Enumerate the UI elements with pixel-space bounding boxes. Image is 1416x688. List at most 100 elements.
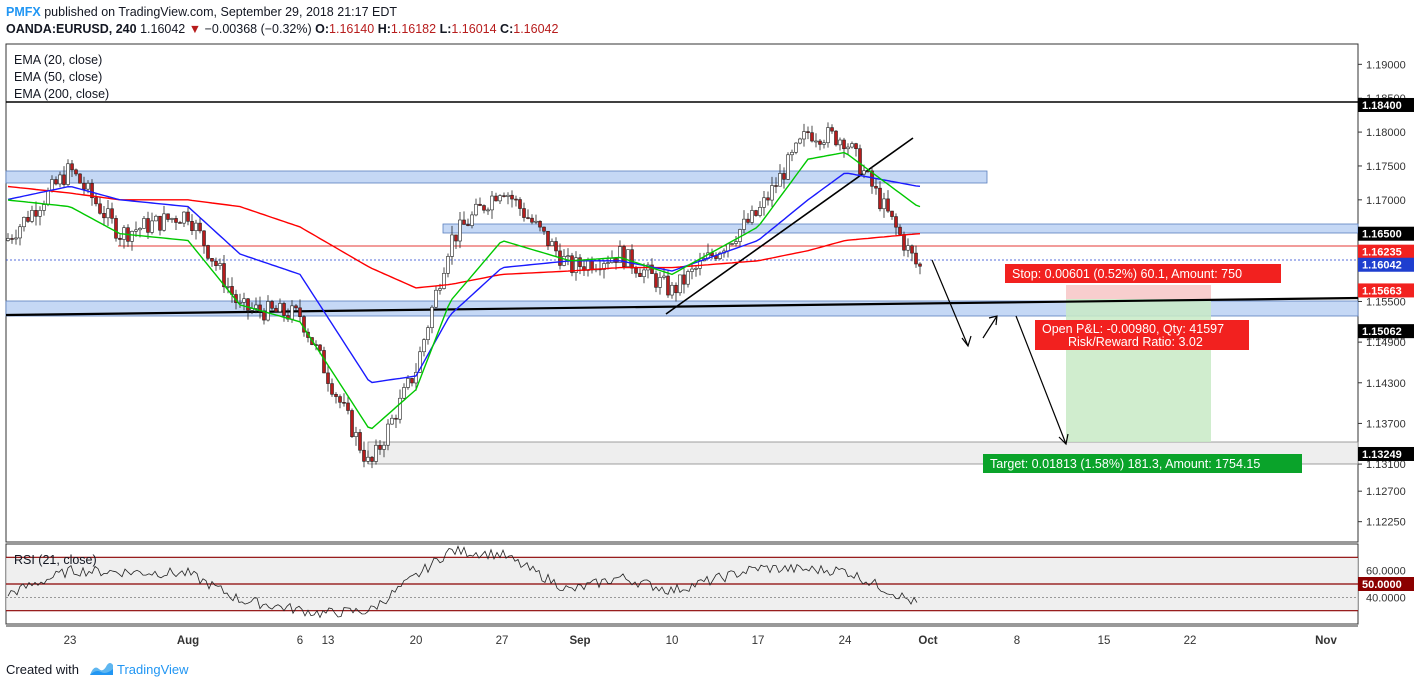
price-badge[interactable] <box>1358 324 1414 339</box>
candle-body <box>118 237 122 240</box>
ema-50-line[interactable] <box>7 172 921 384</box>
candle-body <box>910 245 914 254</box>
candle-body <box>590 260 594 271</box>
candle-body <box>362 449 366 462</box>
candle-body <box>574 257 578 273</box>
legend-ema50[interactable]: EMA (50, close) <box>14 70 102 84</box>
symbol-name[interactable]: OANDA:EURUSD, 240 <box>6 22 137 36</box>
candle-body <box>62 174 66 185</box>
created-with-text: Created with <box>6 662 79 677</box>
rr-label-text: Risk/Reward Ratio: 3.02 <box>1068 335 1203 349</box>
candle-body <box>778 173 782 187</box>
candle-body <box>198 222 202 232</box>
candle-body <box>134 229 138 232</box>
resistance-zone-upper[interactable] <box>5 170 988 184</box>
low-label: L: <box>439 22 452 36</box>
candle-body <box>430 306 434 328</box>
candle-body <box>862 170 866 175</box>
price-badge[interactable] <box>1358 244 1414 259</box>
candle-body <box>758 207 762 216</box>
time-tick-label: Sep <box>569 635 590 647</box>
pnl-label[interactable]: Open P&L: -0.00980, Qty: 41597 Risk/Rewa… <box>1035 320 1249 350</box>
candle-body <box>438 288 442 291</box>
candle-body <box>798 138 802 144</box>
candle-body <box>814 140 818 143</box>
price-chart[interactable]: 1.190001.185001.180001.175001.170001.165… <box>0 40 1416 652</box>
candle-body <box>138 228 142 231</box>
price-axis[interactable]: 1.190001.185001.180001.175001.170001.165… <box>1358 59 1414 529</box>
price-badge[interactable] <box>1358 283 1414 298</box>
candle-body <box>786 154 790 180</box>
rsi-title[interactable]: RSI (21, close) <box>14 553 97 567</box>
candle-body <box>282 303 286 316</box>
rsi-level-badge[interactable] <box>1358 577 1414 591</box>
candle-body <box>790 151 794 156</box>
trendline-support[interactable] <box>5 296 1359 317</box>
price-badge[interactable] <box>1358 257 1414 272</box>
price-tick-label: 1.17500 <box>1366 161 1406 173</box>
candle-body <box>634 267 638 274</box>
arrow-up <box>982 315 998 339</box>
price-tick-label: 1.14900 <box>1366 337 1406 349</box>
time-tick-label: Oct <box>918 635 937 647</box>
candle-body <box>218 263 222 266</box>
candle-body <box>346 402 350 411</box>
stop-label[interactable]: Stop: 0.00601 (0.52%) 60.1, Amount: 750 <box>1005 264 1281 283</box>
price-tick-label: 1.12700 <box>1366 486 1406 498</box>
legend-ema200[interactable]: EMA (200, close) <box>14 87 109 101</box>
candle-body <box>606 262 610 264</box>
candle-body <box>258 304 262 312</box>
candle-body <box>554 241 558 252</box>
candle-body <box>222 263 226 288</box>
candle-body <box>446 256 450 274</box>
candle-body <box>386 423 390 446</box>
ema-200-line[interactable] <box>7 185 921 289</box>
price-badge-label: 1.15663 <box>1362 285 1402 297</box>
candle-body <box>458 219 462 242</box>
legend-ema20[interactable]: EMA (20, close) <box>14 53 102 67</box>
candle-body <box>750 210 754 223</box>
price-badge-label: 1.16042 <box>1362 260 1402 272</box>
candle-body <box>730 243 734 245</box>
stop-box[interactable] <box>1066 285 1211 299</box>
candle-body <box>194 222 198 231</box>
candle-body <box>354 432 358 437</box>
price-badge[interactable] <box>1358 446 1414 461</box>
candle-body <box>662 275 666 278</box>
candle-body <box>734 241 738 244</box>
price-badge[interactable] <box>1358 97 1414 112</box>
price-badge-label: 1.15062 <box>1362 326 1402 338</box>
candle-body <box>34 210 38 217</box>
candle-body <box>654 273 658 288</box>
tradingview-logo-icon[interactable] <box>88 660 114 678</box>
candle-body <box>206 245 210 259</box>
candle-body <box>242 298 246 303</box>
candle-body <box>894 216 898 228</box>
rsi-line[interactable] <box>7 545 918 619</box>
candle-body <box>402 387 406 399</box>
time-axis[interactable]: 23 Aug 6 13 20 27 Sep 10 17 24 Oct 8 15 22 Nov <box>64 635 1338 647</box>
ema-20-line[interactable] <box>7 151 921 430</box>
candle-body <box>154 215 158 222</box>
projection-arrows[interactable] <box>931 259 1069 446</box>
tradingview-brand[interactable]: TradingView <box>117 662 189 677</box>
candle-body <box>842 139 846 150</box>
candle-body <box>898 226 902 235</box>
price-badge[interactable] <box>1358 226 1414 241</box>
candle-body <box>150 220 154 233</box>
candle-body <box>406 378 410 388</box>
time-tick-label: 24 <box>839 635 852 647</box>
candle-body <box>70 163 74 171</box>
time-tick-label: 20 <box>410 635 423 647</box>
candle-body <box>394 417 398 420</box>
candle-body <box>810 132 814 142</box>
publisher-brand[interactable]: PMFX <box>6 5 41 19</box>
candle-body <box>566 255 570 258</box>
candle-body <box>830 127 834 132</box>
candle-body <box>342 401 346 404</box>
candle-body <box>410 378 414 384</box>
open-value: 1.16140 <box>329 22 375 36</box>
support-zone[interactable] <box>5 300 1359 317</box>
target-label[interactable]: Target: 0.01813 (1.58%) 181.3, Amount: 1… <box>983 454 1302 473</box>
candle-body <box>370 456 374 462</box>
